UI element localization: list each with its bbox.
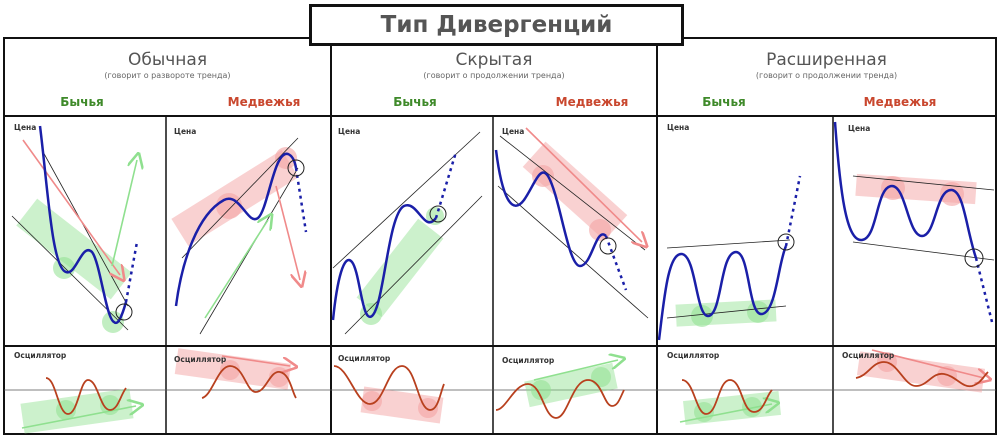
regular-bearish-price-panel	[171, 137, 308, 335]
group-subtitle: (говорит о продолжении тренда)	[755, 71, 898, 80]
hidden-bearish-price-panel	[494, 127, 648, 319]
oscillator-label: Осциллятор	[174, 355, 227, 364]
group-title: Обычная	[127, 50, 208, 70]
column-header-bullish: Бычья	[702, 95, 746, 109]
hidden-bullish-price-panel	[331, 131, 483, 335]
column-header-bearish: Медвежья	[863, 95, 937, 109]
group-regular: Обычная (говорит о развороте тренда)	[4, 48, 331, 116]
diagram-title: Тип Дивергенций	[380, 12, 613, 38]
group-subtitle: (говорит о развороте тренда)	[104, 71, 231, 80]
oscillator-label: Осциллятор	[842, 351, 895, 360]
oscillator-label: Осциллятор	[14, 351, 67, 360]
price-label: Цена	[848, 124, 870, 133]
column-header-bearish: Медвежья	[227, 95, 301, 109]
column-header-bullish: Бычья	[60, 95, 104, 109]
extended-bullish-price-panel	[657, 175, 802, 341]
price-label: Цена	[174, 127, 196, 136]
oscillator-label: Осциллятор	[338, 354, 391, 363]
regular-bearish-oscillator-panel	[174, 348, 296, 399]
hidden-bearish-oscillator-panel	[495, 360, 624, 419]
regular-bullish-oscillator-panel	[20, 377, 136, 434]
extended-bearish-oscillator-panel	[855, 349, 988, 393]
group-title: Скрытая	[455, 50, 533, 70]
group-hidden: Скрытая (говорит о продолжении тренда)	[331, 48, 657, 116]
oscillator-label: Осциллятор	[502, 356, 555, 365]
price-label: Цена	[667, 123, 689, 132]
price-label: Цена	[14, 123, 36, 132]
column-header-bearish: Медвежья	[555, 95, 629, 109]
oscillator-label: Осциллятор	[667, 351, 720, 360]
column-header-bullish: Бычья	[393, 95, 437, 109]
diagram-title-box: Тип Дивергенций	[309, 4, 684, 46]
hidden-bullish-oscillator-panel	[333, 365, 445, 424]
price-label: Цена	[502, 127, 524, 136]
group-subtitle: (говорит о продолжении тренда)	[423, 71, 565, 80]
extended-bearish-price-panel	[833, 121, 995, 323]
extended-bullish-oscillator-panel	[679, 379, 781, 425]
group-extended: Расширенная (говорит о продолжении тренд…	[657, 48, 996, 116]
table-grid	[3, 37, 997, 435]
regular-bullish-price-panel	[11, 125, 137, 333]
group-title: Расширенная	[766, 50, 887, 70]
price-label: Цена	[338, 127, 360, 136]
